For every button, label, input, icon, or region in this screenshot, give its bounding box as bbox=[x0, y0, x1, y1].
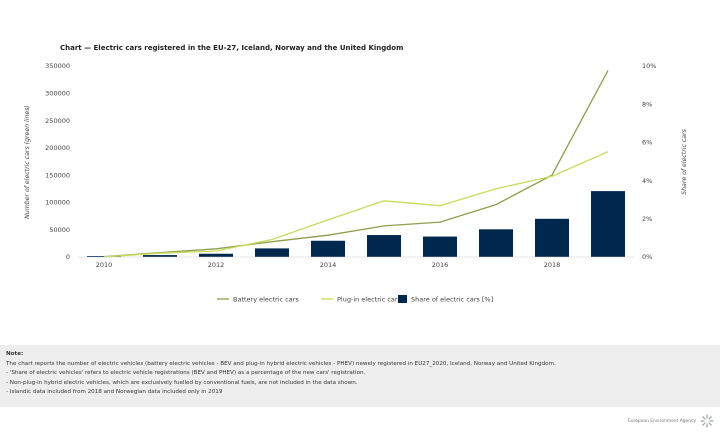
y-tick-left: 250000 bbox=[45, 117, 70, 125]
y-axis-label-left: Number of electric cars (green lines) bbox=[23, 105, 31, 219]
legend-item-1[interactable]: Battery electric cars bbox=[217, 295, 299, 303]
bar-share-2015 bbox=[367, 235, 401, 257]
x-tick-2014: 2014 bbox=[320, 261, 337, 269]
y-tick-right: 10% bbox=[642, 62, 656, 70]
y-tick-left: 300000 bbox=[45, 89, 70, 97]
bars-layer bbox=[87, 191, 625, 257]
bar-share-2018 bbox=[535, 218, 569, 257]
y-tick-left: 50000 bbox=[49, 226, 70, 234]
chart-title: Chart — Electric cars registered in the … bbox=[60, 44, 404, 52]
y-tick-right: 4% bbox=[642, 177, 652, 185]
legend-item-3[interactable]: Share of electric cars [%] bbox=[398, 295, 493, 303]
x-tick-2018: 2018 bbox=[544, 261, 561, 269]
x-axis: 2010 2012 2014 2016 2018 bbox=[78, 256, 634, 269]
y-tick-left: 100000 bbox=[45, 199, 70, 207]
legend: Battery electric cars Plug-in electric ca… bbox=[217, 295, 493, 303]
bar-share-2019 bbox=[591, 191, 625, 257]
bar-share-2016 bbox=[423, 236, 457, 257]
left-axis: 0 50000 100000 150000 200000 250000 300000 3500… bbox=[45, 62, 70, 261]
note-line: - 'Share of electric vehicles' refers to… bbox=[6, 370, 366, 377]
legend-label: Share of electric cars [%] bbox=[411, 295, 493, 303]
note-line: - Islandic data included from 2018 and N… bbox=[6, 389, 223, 396]
bar-share-2013 bbox=[255, 248, 289, 257]
line-series-1 bbox=[103, 70, 609, 258]
right-axis: 0% 2% 4% 6% 8% 10% bbox=[642, 62, 656, 261]
y-tick-left: 200000 bbox=[45, 144, 70, 152]
y-tick-right: 8% bbox=[642, 100, 652, 108]
y-tick-left: 150000 bbox=[45, 171, 70, 179]
y-tick-left: 350000 bbox=[45, 62, 70, 70]
y-tick-right: 0% bbox=[642, 253, 652, 261]
legend-label: Plug-in electric cars bbox=[337, 295, 402, 303]
legend-swatch-bar bbox=[398, 295, 407, 303]
footer-logo-text: European Environment Agency bbox=[627, 418, 696, 424]
y-tick-right: 6% bbox=[642, 139, 652, 147]
eea-sunburst-icon bbox=[700, 414, 714, 428]
note-line: The chart reports the number of electric… bbox=[6, 360, 556, 367]
x-tick-2012: 2012 bbox=[208, 261, 225, 269]
lines-layer bbox=[103, 70, 609, 258]
y-tick-right: 2% bbox=[642, 215, 652, 223]
bar-share-2017 bbox=[479, 229, 513, 257]
bar-share-2014 bbox=[311, 240, 345, 257]
footer-logo[interactable]: European Environment Agency bbox=[628, 414, 714, 428]
y-axis-label-right: Share of electric cars bbox=[680, 128, 688, 194]
x-tick-2016: 2016 bbox=[432, 261, 449, 269]
line-series-2 bbox=[103, 151, 609, 258]
legend-item-2[interactable]: Plug-in electric cars bbox=[321, 295, 402, 303]
bar-share-2011 bbox=[143, 255, 177, 257]
legend-label: Battery electric cars bbox=[233, 295, 299, 303]
note-line: - Non-plug-in hybrid electric vehicles, … bbox=[6, 379, 358, 386]
x-tick-2010: 2010 bbox=[96, 261, 113, 269]
chart-svg: 0 50000 100000 150000 200000 250000 300000 3500… bbox=[23, 62, 688, 303]
y-tick-left: 0 bbox=[66, 253, 70, 261]
note-box: Note: The chart reports the number of el… bbox=[0, 345, 720, 407]
bar-share-2012 bbox=[199, 253, 233, 257]
note-title: Note: bbox=[6, 351, 24, 357]
